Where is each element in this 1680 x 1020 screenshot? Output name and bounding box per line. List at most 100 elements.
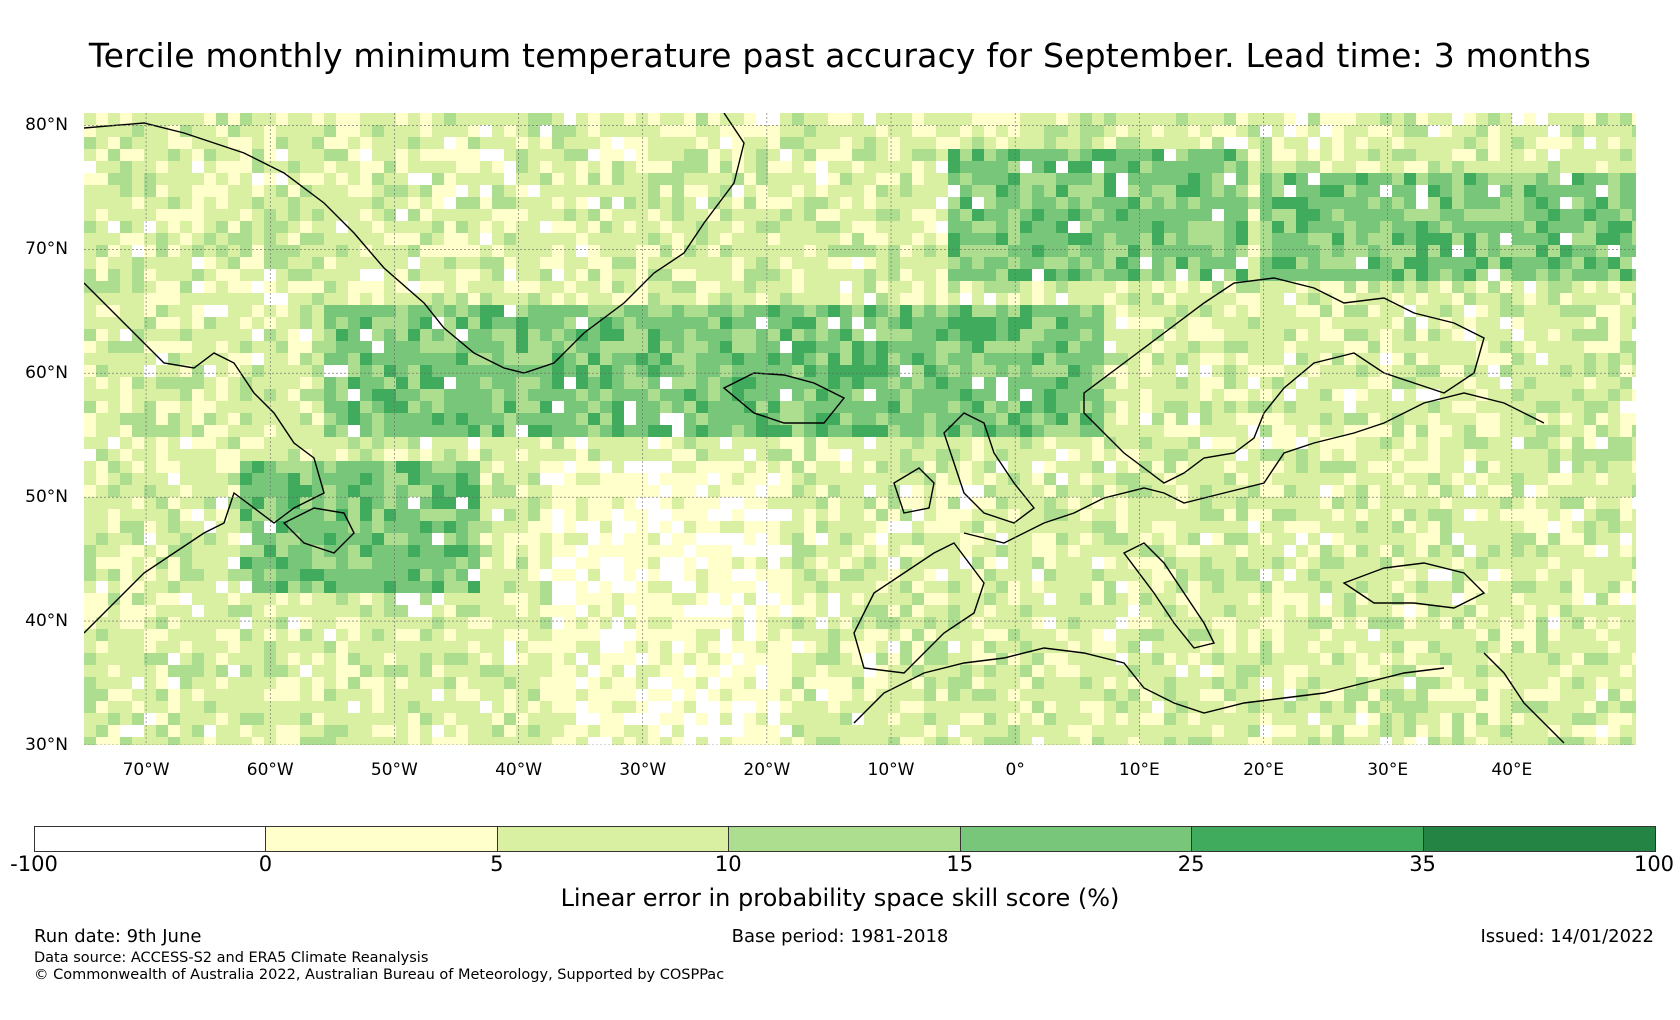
skill-cell: [1044, 557, 1056, 569]
skill-cell: [1416, 317, 1428, 329]
skill-cell: [108, 305, 120, 317]
skill-cell: [708, 161, 720, 173]
skill-cell: [744, 485, 756, 497]
skill-cell: [744, 137, 756, 149]
skill-cell: [624, 257, 636, 269]
skill-cell: [816, 305, 828, 317]
skill-cell: [624, 545, 636, 557]
skill-cell: [408, 185, 420, 197]
skill-cell: [1188, 557, 1200, 569]
skill-cell: [324, 269, 336, 281]
skill-cell: [1500, 269, 1512, 281]
skill-cell: [1236, 269, 1248, 281]
skill-cell: [732, 533, 744, 545]
skill-cell: [1032, 449, 1044, 461]
skill-cell: [492, 509, 504, 521]
skill-cell: [1092, 389, 1104, 401]
skill-cell: [552, 497, 564, 509]
skill-cell: [504, 485, 516, 497]
skill-cell: [840, 293, 852, 305]
skill-cell: [360, 353, 372, 365]
skill-cell: [168, 197, 180, 209]
skill-cell: [636, 389, 648, 401]
skill-cell: [732, 149, 744, 161]
skill-cell: [84, 365, 96, 377]
skill-cell: [1320, 437, 1332, 449]
skill-cell: [204, 197, 216, 209]
skill-cell: [1296, 137, 1308, 149]
skill-cell: [840, 353, 852, 365]
skill-cell: [1092, 485, 1104, 497]
skill-cell: [252, 569, 264, 581]
skill-cell: [492, 317, 504, 329]
skill-cell: [936, 557, 948, 569]
skill-cell: [1212, 305, 1224, 317]
skill-cell: [1416, 185, 1428, 197]
skill-cell: [540, 317, 552, 329]
skill-cell: [1152, 221, 1164, 233]
skill-cell: [648, 245, 660, 257]
skill-cell: [312, 533, 324, 545]
skill-cell: [1632, 473, 1636, 485]
skill-cell: [1176, 113, 1188, 125]
skill-cell: [996, 317, 1008, 329]
skill-cell: [552, 233, 564, 245]
skill-cell: [1200, 557, 1212, 569]
skill-cell: [492, 185, 504, 197]
skill-cell: [960, 233, 972, 245]
skill-cell: [780, 461, 792, 473]
skill-cell: [1224, 329, 1236, 341]
skill-cell: [1620, 329, 1632, 341]
skill-cell: [708, 473, 720, 485]
skill-cell: [1632, 149, 1636, 161]
skill-cell: [696, 473, 708, 485]
skill-cell: [372, 269, 384, 281]
skill-cell: [504, 269, 516, 281]
skill-cell: [996, 365, 1008, 377]
skill-cell: [120, 341, 132, 353]
skill-cell: [144, 341, 156, 353]
skill-cell: [1440, 185, 1452, 197]
skill-cell: [228, 185, 240, 197]
skill-cell: [828, 173, 840, 185]
skill-cell: [300, 197, 312, 209]
skill-cell: [1500, 509, 1512, 521]
skill-cell: [1308, 125, 1320, 137]
skill-cell: [360, 269, 372, 281]
skill-cell: [1332, 545, 1344, 557]
skill-cell: [1032, 221, 1044, 233]
skill-cell: [396, 257, 408, 269]
skill-cell: [876, 473, 888, 485]
skill-cell: [672, 113, 684, 125]
skill-cell: [948, 365, 960, 377]
skill-cell: [84, 197, 96, 209]
skill-cell: [1356, 521, 1368, 533]
skill-cell: [216, 461, 228, 473]
skill-cell: [324, 473, 336, 485]
skill-cell: [1632, 401, 1636, 413]
skill-cell: [1500, 341, 1512, 353]
skill-cell: [864, 137, 876, 149]
skill-cell: [1224, 497, 1236, 509]
skill-cell: [1440, 197, 1452, 209]
skill-cell: [1512, 113, 1524, 125]
skill-cell: [672, 485, 684, 497]
skill-cell: [360, 161, 372, 173]
skill-cell: [1044, 149, 1056, 161]
skill-cell: [1128, 305, 1140, 317]
skill-cell: [972, 449, 984, 461]
skill-cell: [612, 137, 624, 149]
skill-cell: [1128, 161, 1140, 173]
skill-cell: [780, 209, 792, 221]
skill-cell: [420, 317, 432, 329]
skill-cell: [1332, 389, 1344, 401]
skill-cell: [564, 113, 576, 125]
skill-cell: [1572, 449, 1584, 461]
skill-cell: [456, 509, 468, 521]
skill-cell: [1356, 113, 1368, 125]
skill-cell: [888, 233, 900, 245]
skill-cell: [672, 293, 684, 305]
skill-cell: [960, 317, 972, 329]
skill-cell: [1536, 413, 1548, 425]
skill-cell: [660, 281, 672, 293]
